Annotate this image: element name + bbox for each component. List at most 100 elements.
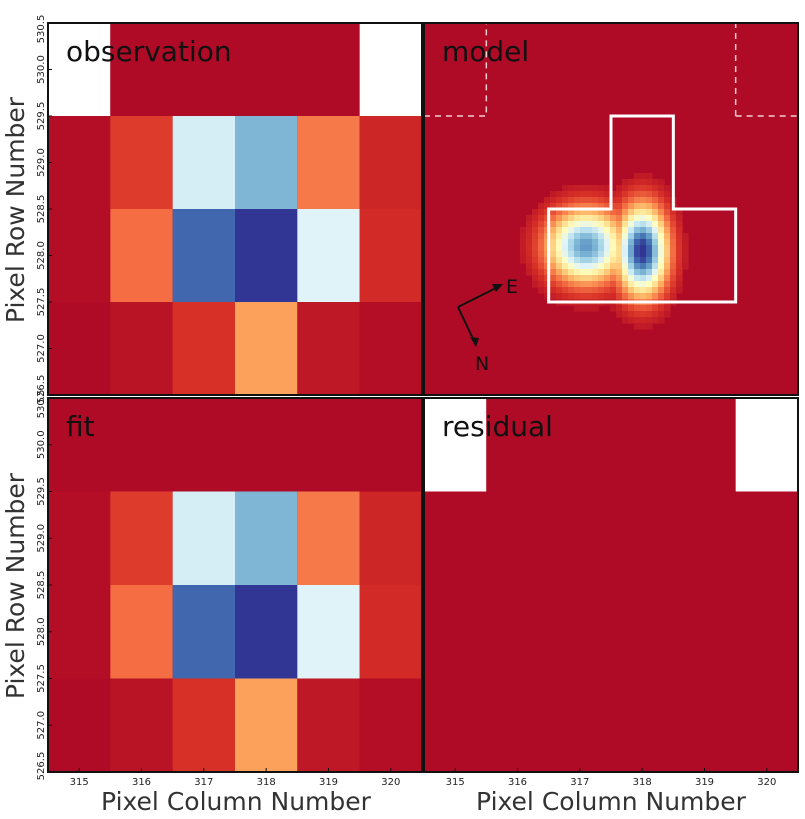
model-sample <box>556 275 563 282</box>
fit-cell-319-529 <box>297 491 360 585</box>
model-sample <box>622 179 629 186</box>
model-sample <box>520 251 527 258</box>
model-sample <box>628 203 635 210</box>
aperture-outline <box>547 114 738 304</box>
model-sample <box>616 245 623 252</box>
model-sample <box>676 245 683 252</box>
model-sample <box>598 263 605 270</box>
model-frame <box>423 22 799 396</box>
model-sample <box>676 269 683 276</box>
y-tick-label: 530.5 <box>36 15 47 44</box>
model-sample <box>562 245 569 252</box>
model-sample <box>616 293 623 300</box>
model-sample <box>550 221 557 228</box>
model-sample <box>622 263 629 270</box>
model-sample <box>598 221 605 228</box>
model-sample <box>562 239 569 246</box>
model-sample <box>640 221 647 228</box>
observation-cell-317-530 <box>172 23 235 116</box>
model-sample <box>538 263 545 270</box>
model-sample <box>604 275 611 282</box>
model-sample <box>622 257 629 264</box>
model-sample <box>634 251 641 258</box>
model-sample <box>634 209 641 216</box>
model-sample <box>586 215 593 222</box>
model-sample <box>676 221 683 228</box>
model-sample <box>604 227 611 234</box>
x-tick-label: 318 <box>257 777 276 788</box>
model-sample <box>658 185 665 192</box>
model-sample <box>538 275 545 282</box>
model-sample <box>592 239 599 246</box>
model-sample <box>658 269 665 276</box>
model-sample <box>616 269 623 276</box>
model-sample <box>676 257 683 264</box>
model-sample <box>592 257 599 264</box>
model-sample <box>658 257 665 264</box>
model-sample <box>634 287 641 294</box>
model-sample <box>652 209 659 216</box>
model-sample <box>652 317 659 324</box>
model-sample <box>526 215 533 222</box>
model-sample <box>616 203 623 210</box>
model-sample <box>556 209 563 216</box>
model-sample <box>568 203 575 210</box>
model-sample <box>598 215 605 222</box>
model-sample <box>604 269 611 276</box>
model-sample <box>550 275 557 282</box>
fit-cell-315-530 <box>48 398 111 492</box>
model-sample <box>664 185 671 192</box>
model-sample <box>646 305 653 312</box>
model-sample <box>610 281 617 288</box>
fit-cell-315-528 <box>48 585 111 679</box>
model-sample <box>538 281 545 288</box>
model-sample <box>580 275 587 282</box>
x-tick-label: 316 <box>508 777 527 788</box>
residual-cell-319-527 <box>673 678 736 772</box>
model-sample <box>598 227 605 234</box>
observation-cell-319-527 <box>297 302 360 395</box>
model-sample <box>652 221 659 228</box>
model-sample <box>574 215 581 222</box>
model-sample <box>568 185 575 192</box>
model-sample <box>610 215 617 222</box>
residual-cell-317-528 <box>548 585 611 679</box>
model-sample <box>634 305 641 312</box>
model-sample <box>598 239 605 246</box>
fit-cell-316-527 <box>110 678 173 772</box>
model-sample <box>598 275 605 282</box>
y-tick-label: 529.5 <box>36 102 47 131</box>
model-sample <box>634 245 641 252</box>
observation-cell-319-530 <box>297 23 360 116</box>
model-sample <box>664 281 671 288</box>
model-sample <box>580 227 587 234</box>
model-sample <box>610 197 617 204</box>
model-sample <box>568 257 575 264</box>
model-sample <box>634 203 641 210</box>
residual-cell-320-530 <box>735 398 798 492</box>
model-sample <box>664 209 671 216</box>
model-sample <box>526 239 533 246</box>
model-sample <box>616 251 623 258</box>
model-sample <box>520 239 527 246</box>
model-sample <box>634 311 641 318</box>
model-sample <box>586 227 593 234</box>
model-sample <box>628 269 635 276</box>
model-sample <box>532 239 539 246</box>
model-sample <box>538 245 545 252</box>
masked-pixel-outline <box>734 23 798 117</box>
model-sample <box>604 245 611 252</box>
model-sample <box>664 305 671 312</box>
model-sample <box>616 311 623 318</box>
model-sample <box>592 185 599 192</box>
fit-cell-318-529 <box>235 491 298 585</box>
fit-cell-320-529 <box>359 491 422 585</box>
model-sample <box>580 239 587 246</box>
model-sample <box>550 257 557 264</box>
fit-cell-316-528 <box>110 585 173 679</box>
observation-cell-315-527 <box>48 302 111 395</box>
model-sample <box>586 287 593 294</box>
residual-cell-320-528 <box>735 585 798 679</box>
model-sample <box>652 251 659 258</box>
model-sample <box>568 191 575 198</box>
